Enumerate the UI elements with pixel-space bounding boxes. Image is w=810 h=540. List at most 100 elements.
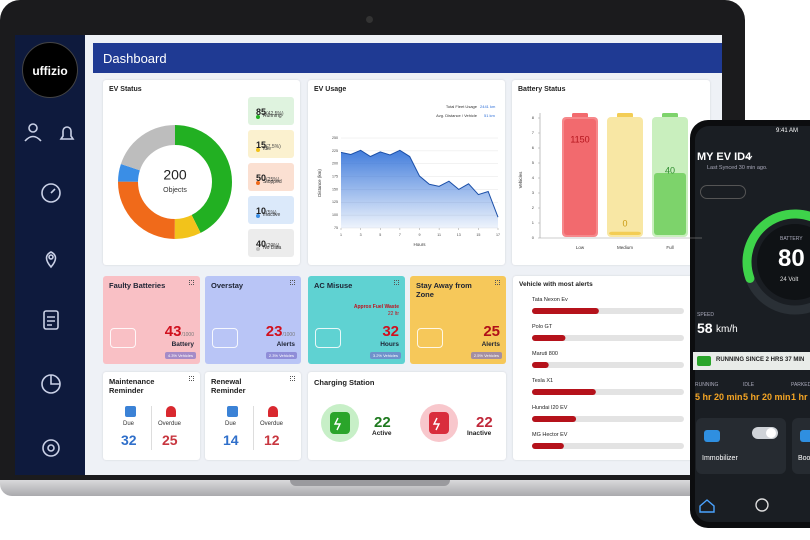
card-of: /1000 <box>282 332 295 338</box>
vehicle-name: Tata Nexon Ev <box>532 297 568 303</box>
phone-synced: Last Synced 30 min ago. <box>707 165 768 171</box>
reminder-card: Renewal Reminder Due Overdue 14 12 <box>205 372 301 460</box>
status-count: 15 <box>256 140 267 150</box>
alarm-icon <box>268 406 278 417</box>
status-count: 50 <box>256 173 267 183</box>
tile-label: Immobilizer <box>702 455 738 462</box>
alert-card: Faulty Batteries 43/1000 Battery 4.3% Vehic… <box>103 276 200 364</box>
stat-label: IDLE <box>743 382 755 388</box>
card-value-row: 32 <box>382 323 399 341</box>
nav-icon <box>755 498 769 512</box>
overdue-label: Overdue <box>158 421 182 427</box>
card-menu <box>189 280 194 285</box>
status-count: 85 <box>256 107 267 117</box>
card-icon <box>110 328 136 348</box>
status-label: Stopped <box>263 179 282 185</box>
battery-value: 80 <box>778 245 805 272</box>
divider <box>253 406 254 450</box>
status-count-row: 40(20%) <box>256 234 279 252</box>
vehicle-name: Hundai I20 EV <box>532 405 568 411</box>
phone-time: 9:41 AM <box>776 128 799 134</box>
card-badge: 2.3% Vehicles <box>265 352 297 359</box>
card-title: Overstay <box>211 281 244 290</box>
card-value: 25 <box>483 323 500 340</box>
card-menu <box>189 376 194 381</box>
stat-value: 5 hr 20 min <box>743 392 791 402</box>
phone-tile <box>792 418 810 474</box>
tile-label: Boot <box>798 455 810 462</box>
panel-title: EV Usage <box>314 86 347 93</box>
card-menu <box>394 280 399 285</box>
laptop-base <box>0 480 760 496</box>
running-banner <box>693 352 810 370</box>
card-title: AC Misuse <box>314 281 353 290</box>
card-value: 32 <box>382 323 399 340</box>
panel-title: EV Status <box>109 86 142 93</box>
status-pct: (25%) <box>266 177 280 183</box>
status-box: 40(20%) No Data <box>248 229 294 257</box>
truck-icon <box>697 356 711 366</box>
card-icon <box>417 328 443 348</box>
due-value: 14 <box>223 432 239 448</box>
reminder-title: Renewal Reminder <box>211 377 246 395</box>
status-pct: (42.5%) <box>266 111 284 117</box>
due-label: Due <box>123 421 135 427</box>
card-note: Approx Fuel Waste <box>353 304 399 310</box>
active-label: Active <box>372 430 392 437</box>
base-notch <box>290 480 450 486</box>
due-value: 32 <box>121 432 137 448</box>
alert-card: Stay Away from Zone 25 Alerts 2.5% Vehicles <box>410 276 506 364</box>
panel-title: Vehicle with most alerts <box>519 281 593 288</box>
status-label: Idle <box>263 146 272 152</box>
camera <box>366 16 373 23</box>
stat-label: RUNNING <box>695 382 719 388</box>
logo: uffizio <box>22 42 78 98</box>
sidebar-icons <box>24 123 75 457</box>
vehicle-name: MG Hector EV <box>532 432 568 438</box>
vehicle-name: Polo GT <box>532 324 553 330</box>
status-count-row: 85(42.5%) <box>256 102 284 120</box>
status-count: 40 <box>256 239 267 249</box>
inactive-label: Inactive <box>467 430 492 437</box>
card-badge: 2.5% Vehicles <box>470 352 502 359</box>
plug-icons <box>330 412 449 434</box>
stat-value: 5 hr 20 min <box>695 392 743 402</box>
card-unit: Battery <box>171 341 194 348</box>
tile-icon <box>704 430 720 442</box>
overdue-value: 12 <box>264 432 280 448</box>
card-icon <box>315 328 341 348</box>
card-value-row: 43/1000 <box>165 323 194 341</box>
status-count-row: 50(25%) <box>256 168 279 186</box>
stat-value: 1 hr <box>791 392 808 402</box>
card-note-value: 22 ltr <box>387 311 399 317</box>
vehicle-alerts-panel: Vehicle with most alerts <box>513 276 710 460</box>
alert-card: AC Misuse Approx Fuel Waste 22 ltr 32 Hours 3… <box>308 276 405 364</box>
status-box: 50(25%) Stopped <box>248 163 294 191</box>
status-dot <box>256 214 260 218</box>
reminder-title: Maintenance Reminder <box>109 377 155 395</box>
phone-title: MY EV ID4 <box>697 151 752 163</box>
status-label: Running <box>263 113 282 119</box>
chevron <box>745 155 753 160</box>
status-box: 10(5%) Inactive <box>248 196 294 224</box>
reminder-card: Maintenance Reminder Due Overdue 32 25 <box>103 372 200 460</box>
toggle-knob <box>766 428 776 438</box>
status-dot <box>256 181 260 185</box>
due-label: Due <box>225 421 237 427</box>
card-icon <box>212 328 238 348</box>
divider <box>151 406 152 450</box>
home-icon <box>699 499 715 513</box>
card-title: Faulty Batteries <box>109 281 166 290</box>
card-unit: Alerts <box>276 341 295 348</box>
status-count: 10 <box>256 206 267 216</box>
card-menu <box>495 280 500 285</box>
card-unit: Hours <box>380 341 399 348</box>
speed-unit: km/h <box>716 324 738 335</box>
status-count-row: 15(7.5%) <box>256 135 281 153</box>
card-title: Stay Away from Zone <box>416 281 472 299</box>
running-since: RUNNING SINCE 2 HRS 37 MIN <box>716 357 805 363</box>
speed-label: SPEED <box>697 312 714 318</box>
card-unit: Alerts <box>481 341 500 348</box>
